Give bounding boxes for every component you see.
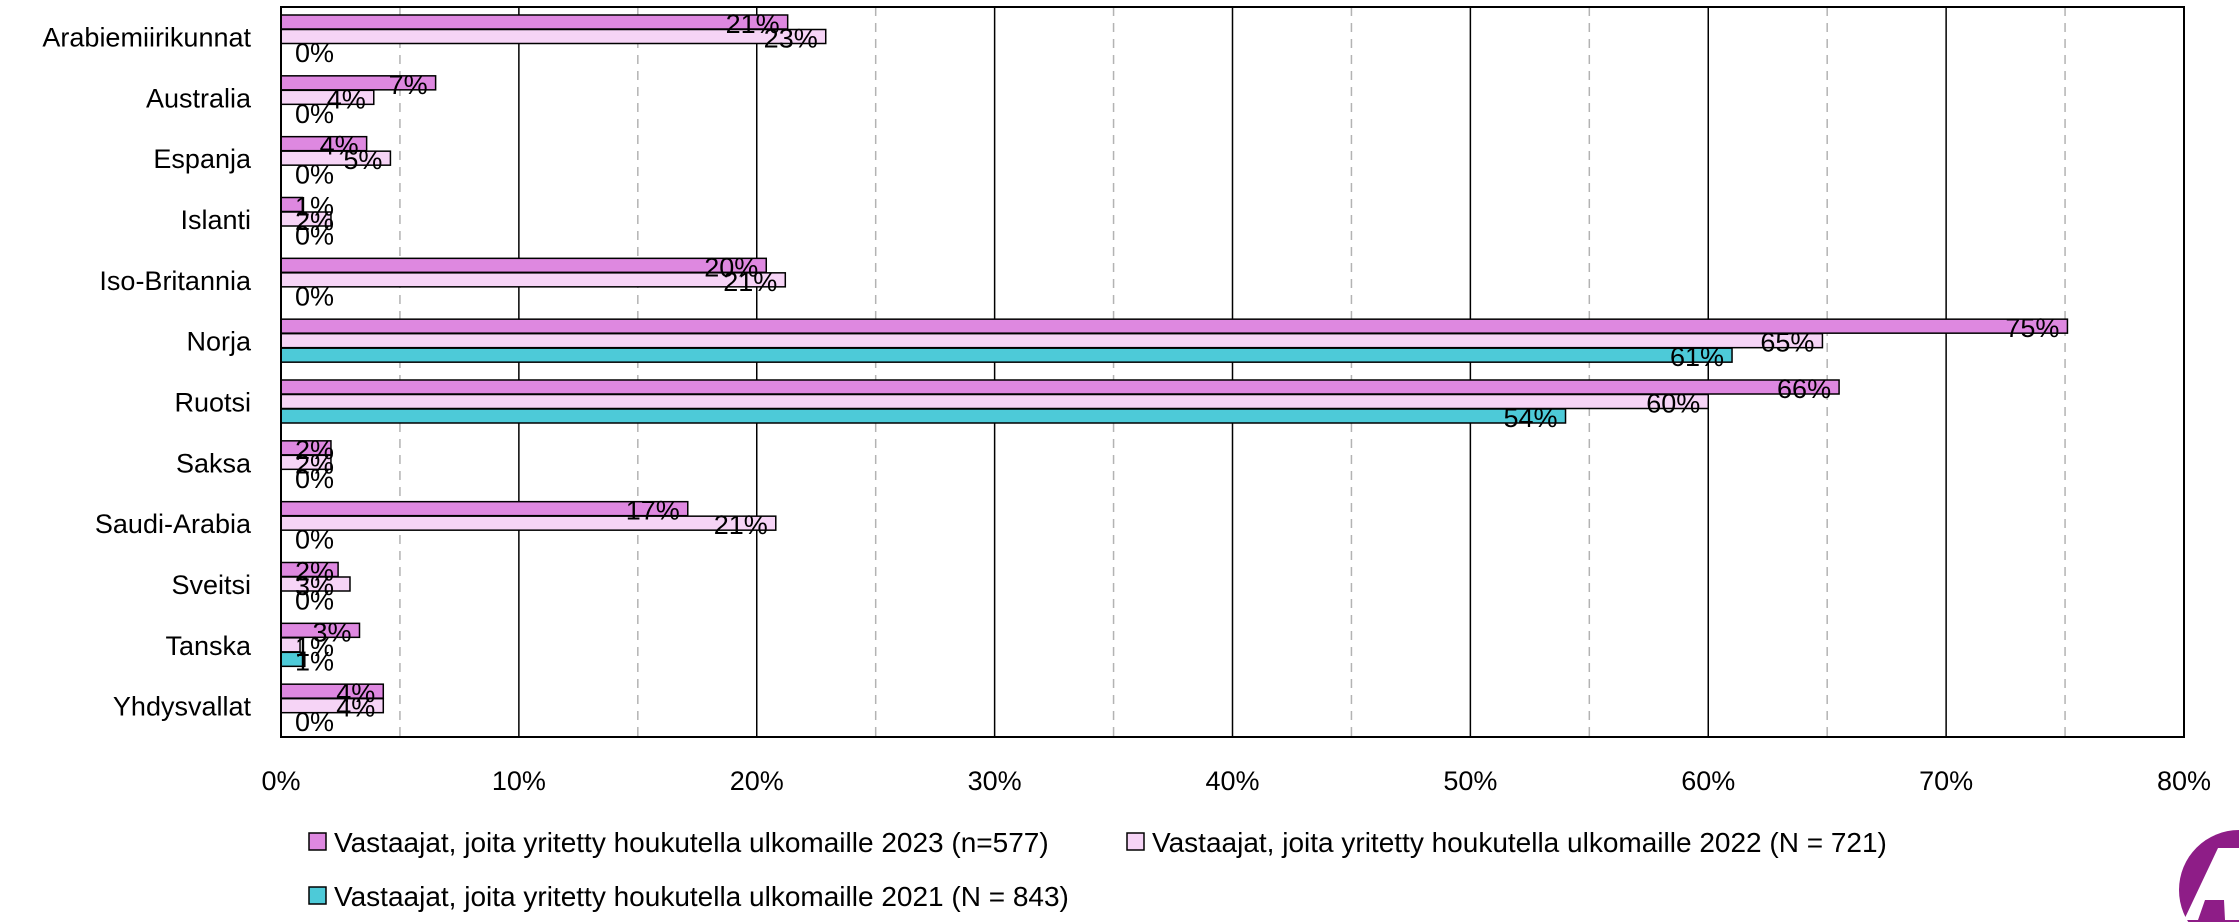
data-label: 54% (1503, 403, 1557, 433)
x-tick-label: 60% (1681, 766, 1735, 796)
legend-label: Vastaajat, joita yritetty houkutella ulk… (334, 827, 1049, 858)
x-tick-label: 30% (968, 766, 1022, 796)
x-tick-label: 40% (1205, 766, 1259, 796)
data-label: 4% (336, 693, 375, 723)
data-label: 66% (1777, 374, 1831, 404)
bars (280, 14, 2069, 714)
data-label: 17% (626, 496, 680, 526)
data-label: 21% (726, 9, 780, 39)
data-label: 0% (295, 99, 334, 129)
data-label: 2% (295, 435, 334, 465)
data-label: 2% (295, 449, 334, 479)
x-tick-label: 70% (1919, 766, 1973, 796)
data-label: 4% (320, 131, 359, 161)
data-label: 0% (295, 707, 334, 737)
data-label: 20% (704, 252, 758, 282)
category-label: Ruotsi (174, 387, 251, 417)
x-tick-label: 80% (2157, 766, 2211, 796)
data-label: 21% (714, 510, 768, 540)
data-label: 3% (312, 617, 351, 647)
x-tick-label: 10% (492, 766, 546, 796)
data-label: 0% (295, 160, 334, 190)
data-label: 60% (1646, 389, 1700, 419)
bar (280, 515, 777, 531)
x-tick-label: 0% (261, 766, 300, 796)
logo-mark (2179, 830, 2239, 922)
category-label: Yhdysvallat (113, 692, 252, 722)
bar (280, 332, 1824, 349)
legend-swatch (308, 832, 327, 851)
category-label: Norja (186, 327, 252, 357)
category-label: Saksa (176, 448, 252, 478)
data-label: 7% (389, 70, 428, 100)
bar (280, 393, 1709, 410)
category-label: Islanti (180, 205, 251, 235)
category-label: Australia (146, 83, 252, 113)
data-label: 0% (295, 221, 334, 251)
bar (280, 347, 1733, 363)
category-label: Iso-Britannia (99, 266, 252, 296)
grid-lines (399, 7, 2066, 737)
data-label: 2% (295, 557, 334, 587)
data-label: 0% (295, 525, 334, 555)
data-label: 0% (295, 281, 334, 311)
data-label: 0% (295, 586, 334, 616)
bar (280, 257, 768, 274)
data-label: 3% (295, 571, 334, 601)
data-label: 0% (295, 464, 334, 494)
data-labels: 21%7%4%1%20%75%66%2%17%2%3%4%23%4%5%2%21… (295, 9, 2059, 737)
data-label: 23% (764, 24, 818, 54)
axes: Arabiemiirikunnat Australia Espanja Islanti… (42, 6, 2211, 796)
data-label: 1% (295, 632, 334, 662)
bar (280, 379, 1840, 395)
category-label: Tanska (165, 631, 252, 661)
legend-swatch (308, 886, 327, 905)
data-label: 1% (295, 192, 334, 222)
data-label: 61% (1670, 342, 1724, 372)
category-label: Saudi-Arabia (95, 509, 252, 539)
legend-swatch (1126, 832, 1145, 851)
category-label: Espanja (153, 144, 252, 174)
plot-frame (280, 6, 2185, 738)
data-label: 1% (295, 646, 334, 676)
data-label: 4% (327, 84, 366, 114)
data-label: 75% (2005, 313, 2059, 343)
data-label: 21% (723, 267, 777, 297)
data-label: 2% (295, 206, 334, 236)
data-label: 0% (295, 38, 334, 68)
data-label: 5% (343, 145, 382, 175)
x-tick-label: 50% (1443, 766, 1497, 796)
legend-label: Vastaajat, joita yritetty houkutella ulk… (334, 881, 1069, 912)
data-label: 4% (336, 678, 375, 708)
category-label: Arabiemiirikunnat (42, 22, 251, 52)
bar (280, 14, 789, 30)
legend-label: Vastaajat, joita yritetty houkutella ulk… (1152, 827, 1887, 858)
category-label: Sveitsi (171, 570, 251, 600)
data-label: 65% (1760, 328, 1814, 358)
x-tick-label: 20% (730, 766, 784, 796)
bar (280, 408, 1567, 424)
legend: Vastaajat, joita yritetty houkutella ulk… (308, 827, 1887, 912)
